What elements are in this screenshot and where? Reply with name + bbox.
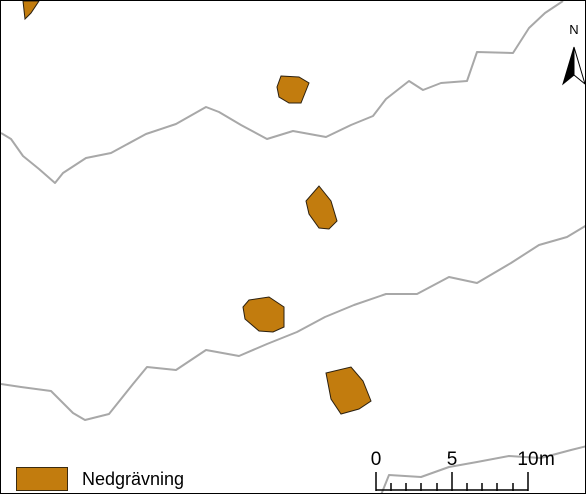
contour-line-middle [1, 225, 585, 421]
contour-line-top [1, 1, 564, 184]
scale-label-0: 0 [371, 449, 382, 470]
feature-nedgravning [276, 75, 310, 104]
north-arrow-icon [562, 46, 585, 86]
legend-label-nedgravning: Nedgrävning [82, 468, 185, 489]
scale-label-5: 5 [447, 449, 458, 470]
scale-unit: m [539, 449, 555, 470]
legend: Nedgrävning [16, 467, 184, 491]
contour-line-bottom [380, 445, 585, 493]
legend-swatch-nedgravning [16, 467, 68, 491]
scale-bar: 0 5 10 m [371, 449, 555, 491]
feature-nedgravning [305, 185, 338, 230]
feature-nedgravning [22, 1, 40, 21]
scale-label-10: 10 [517, 449, 538, 470]
feature-nedgravning [325, 366, 372, 415]
north-label: N [569, 22, 578, 37]
feature-nedgravning [242, 296, 285, 333]
scale-bar-graphic [375, 472, 529, 491]
nedgravning-features [22, 1, 372, 415]
north-arrow: N [562, 22, 585, 86]
